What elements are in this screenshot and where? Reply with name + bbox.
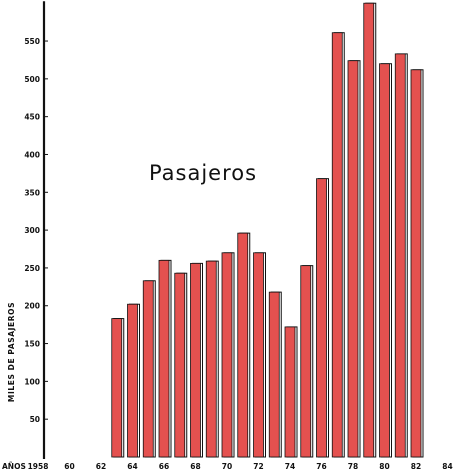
- bar-fill: [142, 280, 154, 458]
- x-tick-label: 70: [222, 462, 232, 471]
- bar-fill: [205, 260, 217, 458]
- x-tick-label: 68: [190, 462, 200, 471]
- bar: [363, 2, 377, 458]
- bar: [127, 303, 140, 458]
- bar-fill: [394, 53, 406, 458]
- chart-title: Pasajeros: [149, 161, 257, 185]
- y-tick-label: 500: [24, 75, 40, 84]
- x-tick-label: 84: [442, 462, 452, 471]
- bar: [253, 252, 266, 458]
- bar: [221, 252, 235, 458]
- bar: [284, 326, 298, 458]
- y-tick-label: 250: [24, 264, 40, 273]
- x-tick-label: 78: [348, 462, 358, 471]
- bar-fill: [127, 303, 138, 458]
- bar: [316, 178, 329, 458]
- bar-fill: [331, 32, 343, 458]
- bars-group: [111, 2, 424, 458]
- bar: [158, 259, 172, 458]
- y-tick-label: 300: [24, 226, 40, 235]
- bar-fill: [363, 2, 375, 458]
- bar-fill: [284, 326, 296, 458]
- x-tick-label: 82: [411, 462, 421, 471]
- bar: [410, 69, 424, 458]
- bar-fill: [221, 252, 233, 458]
- bar: [300, 265, 314, 458]
- x-tick-label: 66: [159, 462, 169, 471]
- bar: [331, 32, 345, 458]
- y-ticks-group: 50 100 150 200 250 300 350 400 450 500 550: [24, 37, 48, 424]
- x-tick-label: 74: [285, 462, 295, 471]
- bar: [394, 53, 408, 458]
- y-tick-label: 550: [24, 37, 40, 46]
- x-tick-label: 64: [127, 462, 137, 471]
- bar-fill: [379, 63, 390, 458]
- x-tick-label: 72: [253, 462, 263, 471]
- bar-fill: [174, 272, 186, 458]
- x-tick-label: 1958: [28, 462, 49, 471]
- bar-fill: [158, 259, 170, 458]
- bar: [174, 272, 188, 458]
- bar-fill: [316, 178, 327, 458]
- bar-fill: [347, 60, 359, 458]
- bar: [190, 262, 203, 458]
- x-axis-prefix-label: AÑOS: [2, 462, 26, 471]
- bar: [347, 60, 361, 458]
- bar: [111, 318, 125, 458]
- y-tick-label: 50: [30, 415, 40, 424]
- bar-fill: [111, 318, 123, 458]
- bar-fill: [300, 265, 312, 458]
- x-ticks-group: AÑOS 1958 60 62 64 66 68 70 72 74 76 78 80 82 84: [2, 462, 453, 471]
- x-tick-label: 76: [316, 462, 326, 471]
- bar-fill: [410, 69, 422, 458]
- x-tick-label: 62: [96, 462, 106, 471]
- bar: [142, 280, 156, 458]
- x-tick-label: 60: [64, 462, 74, 471]
- bar: [237, 232, 251, 458]
- bar: [205, 260, 219, 458]
- bar: [268, 291, 282, 458]
- y-tick-label: 400: [24, 150, 40, 159]
- y-tick-label: 150: [24, 340, 40, 349]
- y-axis-label: MILES DE PASAJEROS: [7, 302, 16, 402]
- bar-fill: [237, 232, 249, 458]
- y-tick-label: 200: [24, 302, 40, 311]
- bar-fill: [268, 291, 280, 458]
- y-tick-label: 450: [24, 113, 40, 122]
- bar-fill: [190, 262, 201, 458]
- y-tick-label: 350: [24, 188, 40, 197]
- bar: [379, 63, 392, 458]
- x-tick-label: 80: [379, 462, 389, 471]
- y-tick-label: 100: [24, 377, 40, 386]
- bar-fill: [253, 252, 264, 458]
